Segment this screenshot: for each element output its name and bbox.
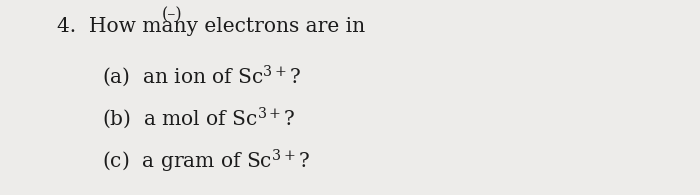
Text: 4.  How many electrons are in: 4. How many electrons are in — [57, 17, 365, 36]
Text: (–): (–) — [162, 6, 183, 23]
Text: (b)  a mol of Sc$^{\mathregular{3+}}$?: (b) a mol of Sc$^{\mathregular{3+}}$? — [102, 106, 296, 131]
Text: (c)  a gram of Sc$^{\mathregular{3+}}$?: (c) a gram of Sc$^{\mathregular{3+}}$? — [102, 147, 310, 175]
Text: (a)  an ion of Sc$^{\mathregular{3+}}$?: (a) an ion of Sc$^{\mathregular{3+}}$? — [102, 64, 302, 89]
